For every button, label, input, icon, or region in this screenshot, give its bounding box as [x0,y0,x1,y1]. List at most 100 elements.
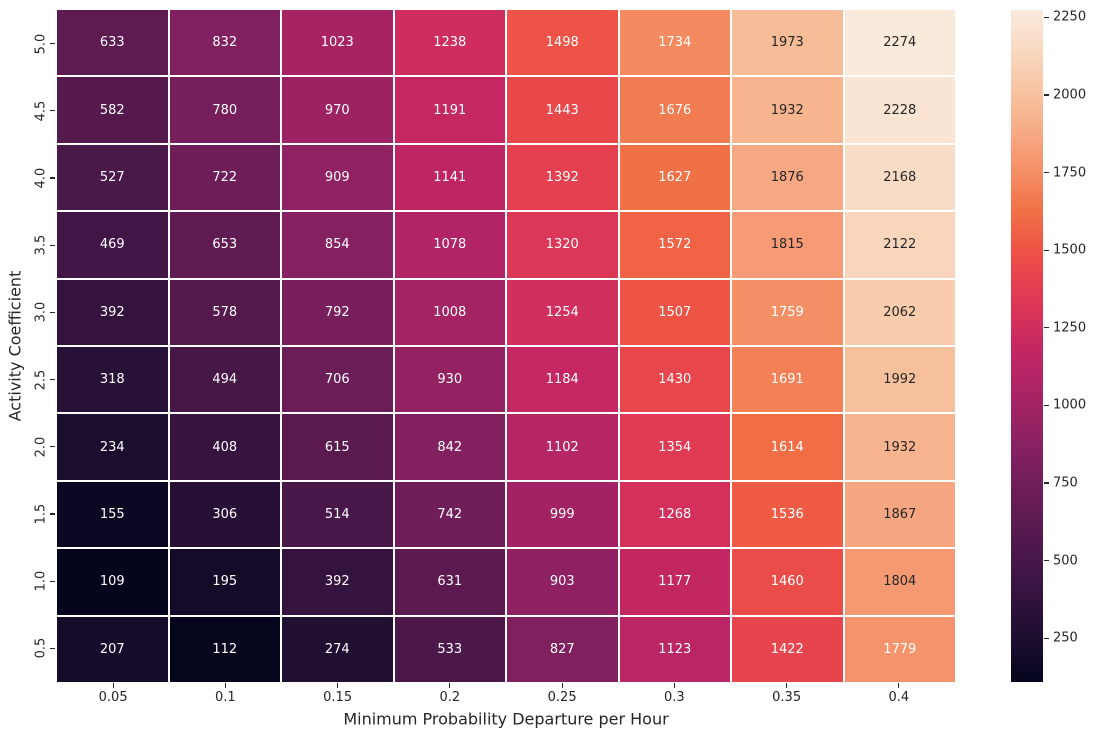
colorbar-tick-label: 1750 [1053,165,1087,181]
heatmap-cell: 112 [169,616,280,682]
heatmap-cell: 903 [507,549,618,615]
heatmap-cell: 706 [282,347,393,413]
x-tick-mark [224,683,226,688]
heatmap-cell: 1536 [732,481,843,548]
heatmap-cell: 1238 [394,10,505,76]
heatmap-cell: 408 [169,414,280,480]
heatmap-cell: 970 [282,77,393,143]
heatmap-cell: 582 [57,77,168,143]
heatmap-cell: 999 [507,481,618,548]
heatmap-cell: 1460 [732,549,843,615]
heatmap-cell: 2122 [844,212,955,278]
heatmap-cell: 1867 [844,481,955,548]
y-tick-label: 1.0 [33,570,49,592]
colorbar-tick-mark [1044,16,1049,19]
y-tick-mark [50,311,55,313]
y-tick-mark [50,244,55,246]
heatmap-cell: 633 [57,10,168,76]
heatmap-cell: 494 [169,347,280,413]
heatmap-cell: 792 [282,279,393,345]
heatmap-cell: 653 [169,212,280,278]
heatmap-cell: 1932 [844,414,955,480]
colorbar-tick-label: 500 [1053,553,1078,569]
y-tick-mark [50,580,55,582]
heatmap-cell: 1572 [619,212,730,278]
colorbar-tick-mark [1044,637,1049,639]
heatmap-cell: 1254 [507,279,618,345]
x-tick-label: 0.3 [664,690,685,705]
heatmap-cell: 1992 [844,347,955,413]
y-tick-label: 2.0 [33,436,49,458]
heatmap-cell: 1759 [732,279,843,345]
heatmap-cell: 780 [169,77,280,143]
heatmap-cell: 1177 [619,549,730,615]
heatmap-cell: 155 [57,481,168,548]
heatmap-cell: 1973 [732,10,843,76]
heatmap-cell: 527 [57,144,168,211]
y-tick-mark [50,513,55,515]
heatmap-cell: 306 [169,481,280,548]
y-tick-label: 4.5 [33,100,49,122]
heatmap-cell: 722 [169,144,280,211]
heatmap-cell: 1078 [394,212,505,278]
heatmap-cell: 930 [394,347,505,413]
colorbar-tick-mark [1044,560,1049,562]
heatmap-grid: 633 832 1023 1238 1498 1734 1973 2274 582 780 970 1… [57,10,955,682]
y-tick-label: 3.5 [33,234,49,256]
colorbar-tick-mark [1044,172,1049,174]
y-tick-mark [50,446,55,448]
x-tick-label: 0.25 [547,690,577,705]
y-tick-mark [50,110,55,112]
y-tick-mark [50,379,55,381]
colorbar-tick-label: 1500 [1053,242,1087,258]
heatmap-cell: 742 [394,481,505,548]
colorbar-tick-label: 750 [1053,475,1078,491]
colorbar-tick-mark [1044,327,1049,329]
colorbar-tick-label: 1250 [1053,320,1087,336]
colorbar-tick-mark [1044,94,1049,96]
heatmap-cell: 842 [394,414,505,480]
y-tick-label: 3.0 [33,302,49,323]
heatmap-cell: 207 [57,616,168,682]
colorbar-tick-label: 250 [1053,630,1078,646]
colorbar-tick-mark [1044,482,1049,484]
heatmap-cell: 832 [169,10,280,76]
x-tick-mark [112,683,114,688]
heatmap-cell: 827 [507,616,618,682]
heatmap-cell: 2274 [844,10,955,76]
heatmap-cell: 1734 [619,10,730,76]
heatmap-cell: 1354 [619,414,730,480]
y-tick-mark [50,177,55,179]
y-axis-label: Activity Coefficient [5,270,25,422]
heatmap-cell: 2168 [844,144,955,211]
heatmap-cell: 318 [57,347,168,413]
x-tick-mark [898,683,900,688]
heatmap-cell: 1498 [507,10,618,76]
x-tick-label: 0.4 [888,690,910,705]
x-tick-mark [337,683,339,688]
colorbar-tick-label: 2250 [1053,9,1087,25]
heatmap-cell: 514 [282,481,393,548]
heatmap-cell: 1443 [507,77,618,143]
heatmap-cell: 1123 [619,616,730,682]
x-tick-label: 0.2 [439,690,461,705]
y-tick-mark [50,647,55,649]
colorbar-tick-mark [1044,404,1049,407]
x-tick-mark [449,683,451,688]
heatmap-cell: 274 [282,616,393,682]
colorbar-tick-label: 2000 [1053,87,1087,103]
heatmap-cell: 1102 [507,414,618,480]
x-tick-mark [786,683,788,688]
heatmap-cell: 1676 [619,77,730,143]
heatmap-cell: 1691 [732,347,843,413]
heatmap-cell: 2228 [844,77,955,143]
heatmap-cell: 392 [282,549,393,615]
heatmap-cell: 615 [282,414,393,480]
heatmap-cell: 1627 [619,144,730,211]
heatmap-cell: 109 [57,549,168,615]
heatmap-cell: 1184 [507,347,618,413]
heatmap-cell: 1268 [619,481,730,548]
heatmap-cell: 909 [282,144,393,211]
heatmap-cell: 631 [394,549,505,615]
heatmap-cell: 195 [169,549,280,615]
